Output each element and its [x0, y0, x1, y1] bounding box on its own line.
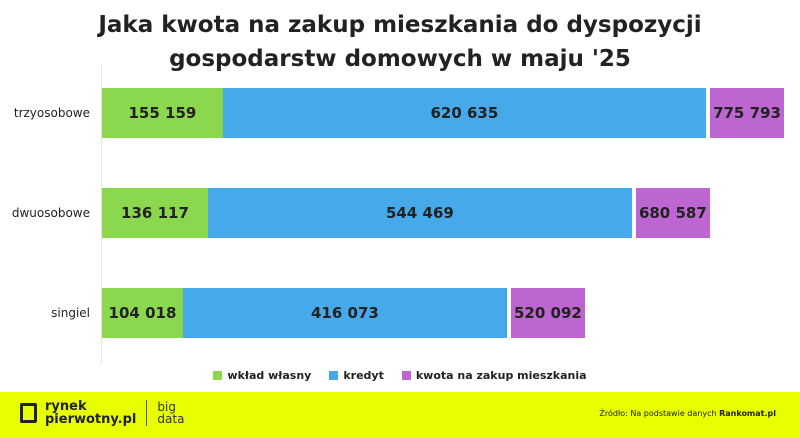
- category-label: dwuosobowe: [11, 206, 90, 220]
- bar-kredyt: 416 073: [182, 288, 507, 338]
- source-name: Rankomat.pl: [719, 409, 776, 418]
- bigdata-text-1: big: [157, 400, 176, 414]
- title-line-2: gospodarstw domowych w maju '25: [169, 46, 631, 72]
- legend-swatch: [213, 371, 223, 380]
- logo: rynek pierwotny.pl big data: [20, 400, 184, 426]
- bigdata-text-2: data: [157, 412, 185, 426]
- category-label: trzyosobowe: [13, 106, 90, 120]
- chart-title: Jaka kwota na zakup mieszkania do dyspoz…: [0, 8, 800, 76]
- legend-label: kwota na zakup mieszkania: [415, 369, 587, 382]
- logo-divider: [146, 400, 148, 426]
- logo-text-1: rynek: [45, 399, 87, 414]
- bar-wklad-wlasny: 155 159: [102, 88, 223, 138]
- bar-total-label: 520 092: [510, 288, 585, 338]
- source-prefix: Źródło: Na podstawie danych: [599, 409, 720, 418]
- legend: wkład własny kredyt kwota na zakup miesz…: [0, 369, 800, 382]
- legend-swatch: [329, 371, 339, 380]
- bar-wklad-wlasny: 104 018: [102, 288, 183, 338]
- title-line-1: Jaka kwota na zakup mieszkania do dyspoz…: [98, 12, 702, 38]
- y-axis-line: [101, 64, 102, 364]
- category-label: singiel: [51, 306, 90, 320]
- legend-swatch: [401, 371, 411, 380]
- bar-kredyt: 620 635: [222, 88, 706, 138]
- bar-total-label: 775 793: [710, 88, 784, 138]
- source-note: Źródło: Na podstawie danych Rankomat.pl: [599, 409, 776, 418]
- legend-item-kredyt: kredyt: [329, 369, 384, 382]
- legend-item-wklad: wkład własny: [213, 369, 311, 382]
- legend-item-kwota: kwota na zakup mieszkania: [401, 369, 587, 382]
- bar-total-label: 680 587: [635, 188, 710, 238]
- legend-label: kredyt: [343, 369, 384, 382]
- logo-text-2: pierwotny.pl: [45, 412, 137, 427]
- bar-kredyt: 544 469: [207, 188, 632, 238]
- bar-wklad-wlasny: 136 117: [102, 188, 208, 238]
- legend-label: wkład własny: [227, 369, 312, 382]
- logo-icon: [20, 403, 37, 423]
- footer: rynek pierwotny.pl big data Źródło: Na pod…: [0, 392, 800, 438]
